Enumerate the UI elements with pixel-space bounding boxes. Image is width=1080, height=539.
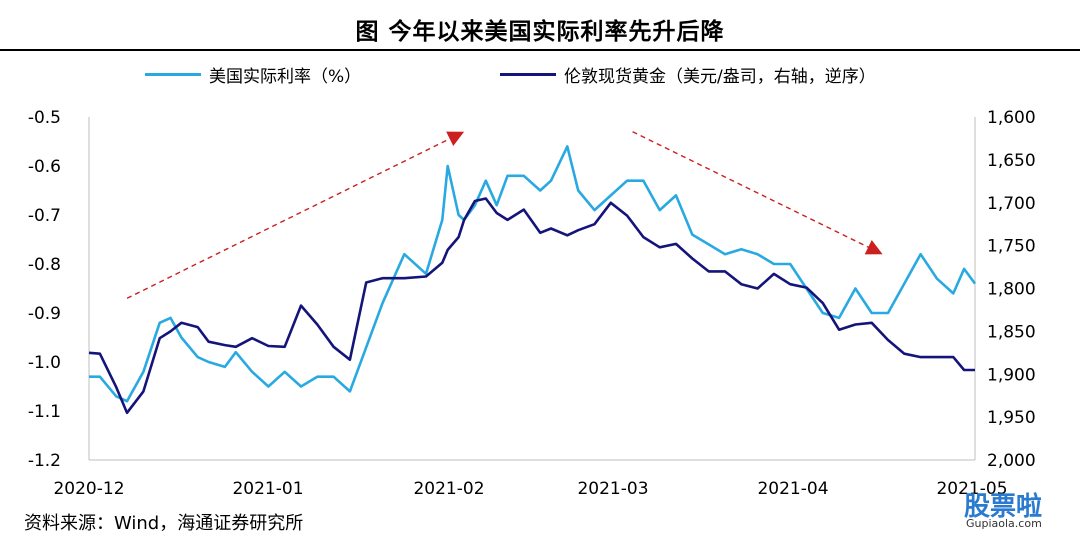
y-left-tick-label: -1.0 (28, 353, 61, 373)
legend-swatch-real-rate (145, 73, 201, 76)
title-divider (0, 49, 1080, 51)
y-left-tick-label: -1.2 (28, 451, 61, 471)
x-tick-label: 2021-05 (936, 479, 1007, 499)
trend-arrow-line (632, 131, 883, 255)
watermark-sub: Gupiaola.com (966, 517, 1042, 530)
legend-item-real-rate: 美国实际利率（%） (145, 62, 361, 87)
x-tick-label: 2021-01 (232, 479, 303, 499)
y-right-tick-label: 1,650 (987, 151, 1036, 171)
source-note: 资料来源：Wind，海通证券研究所 (24, 513, 304, 534)
legend-swatch-gold (500, 73, 556, 76)
y-right-tick-label: 1,850 (987, 322, 1036, 342)
y-left-tick-label: -0.8 (28, 255, 61, 275)
x-tick-label: 2021-02 (413, 479, 484, 499)
y-left-tick-label: -0.6 (28, 157, 61, 177)
x-tick-label: 2021-03 (577, 479, 648, 499)
y-right-tick-label: 1,900 (987, 365, 1036, 385)
chart-title: 图 今年以来美国实际利率先升后降 (355, 19, 725, 45)
gold-price-line (88, 197, 975, 415)
watermark-text: 股票啦 (964, 492, 1043, 522)
y-right-tick-label: 1,800 (987, 280, 1036, 300)
trend-arrow-line (126, 131, 465, 299)
legend-label-real-rate: 美国实际利率（%） (209, 67, 362, 87)
y-left-tick-label: -0.7 (28, 206, 61, 226)
y-left-tick-label: -1.1 (28, 402, 61, 422)
y-right-tick-label: 1,750 (987, 237, 1036, 257)
legend: 美国实际利率（%） 伦敦现货黄金（美元/盎司，右轴，逆序） (0, 62, 1080, 88)
x-tick-label: 2020-12 (53, 479, 124, 499)
y-right-tick-label: 1,600 (987, 108, 1036, 128)
y-right-tick-label: 1,700 (987, 194, 1036, 214)
legend-label-gold: 伦敦现货黄金（美元/盎司，右轴，逆序） (564, 67, 876, 87)
trend-arrow-head (446, 131, 465, 146)
y-left-tick-label: -0.9 (28, 304, 61, 324)
y-right-tick-label: 2,000 (987, 451, 1036, 471)
real-rate-line (89, 145, 977, 403)
trend-arrow-head (864, 239, 883, 255)
x-tick-label: 2021-04 (757, 479, 828, 499)
y-right-tick-label: 1,950 (987, 408, 1036, 428)
legend-item-gold: 伦敦现货黄金（美元/盎司，右轴，逆序） (500, 62, 876, 87)
y-left-tick-label: -0.5 (28, 108, 61, 128)
watermark: 股票啦 Gupiaola.com (958, 486, 1078, 536)
